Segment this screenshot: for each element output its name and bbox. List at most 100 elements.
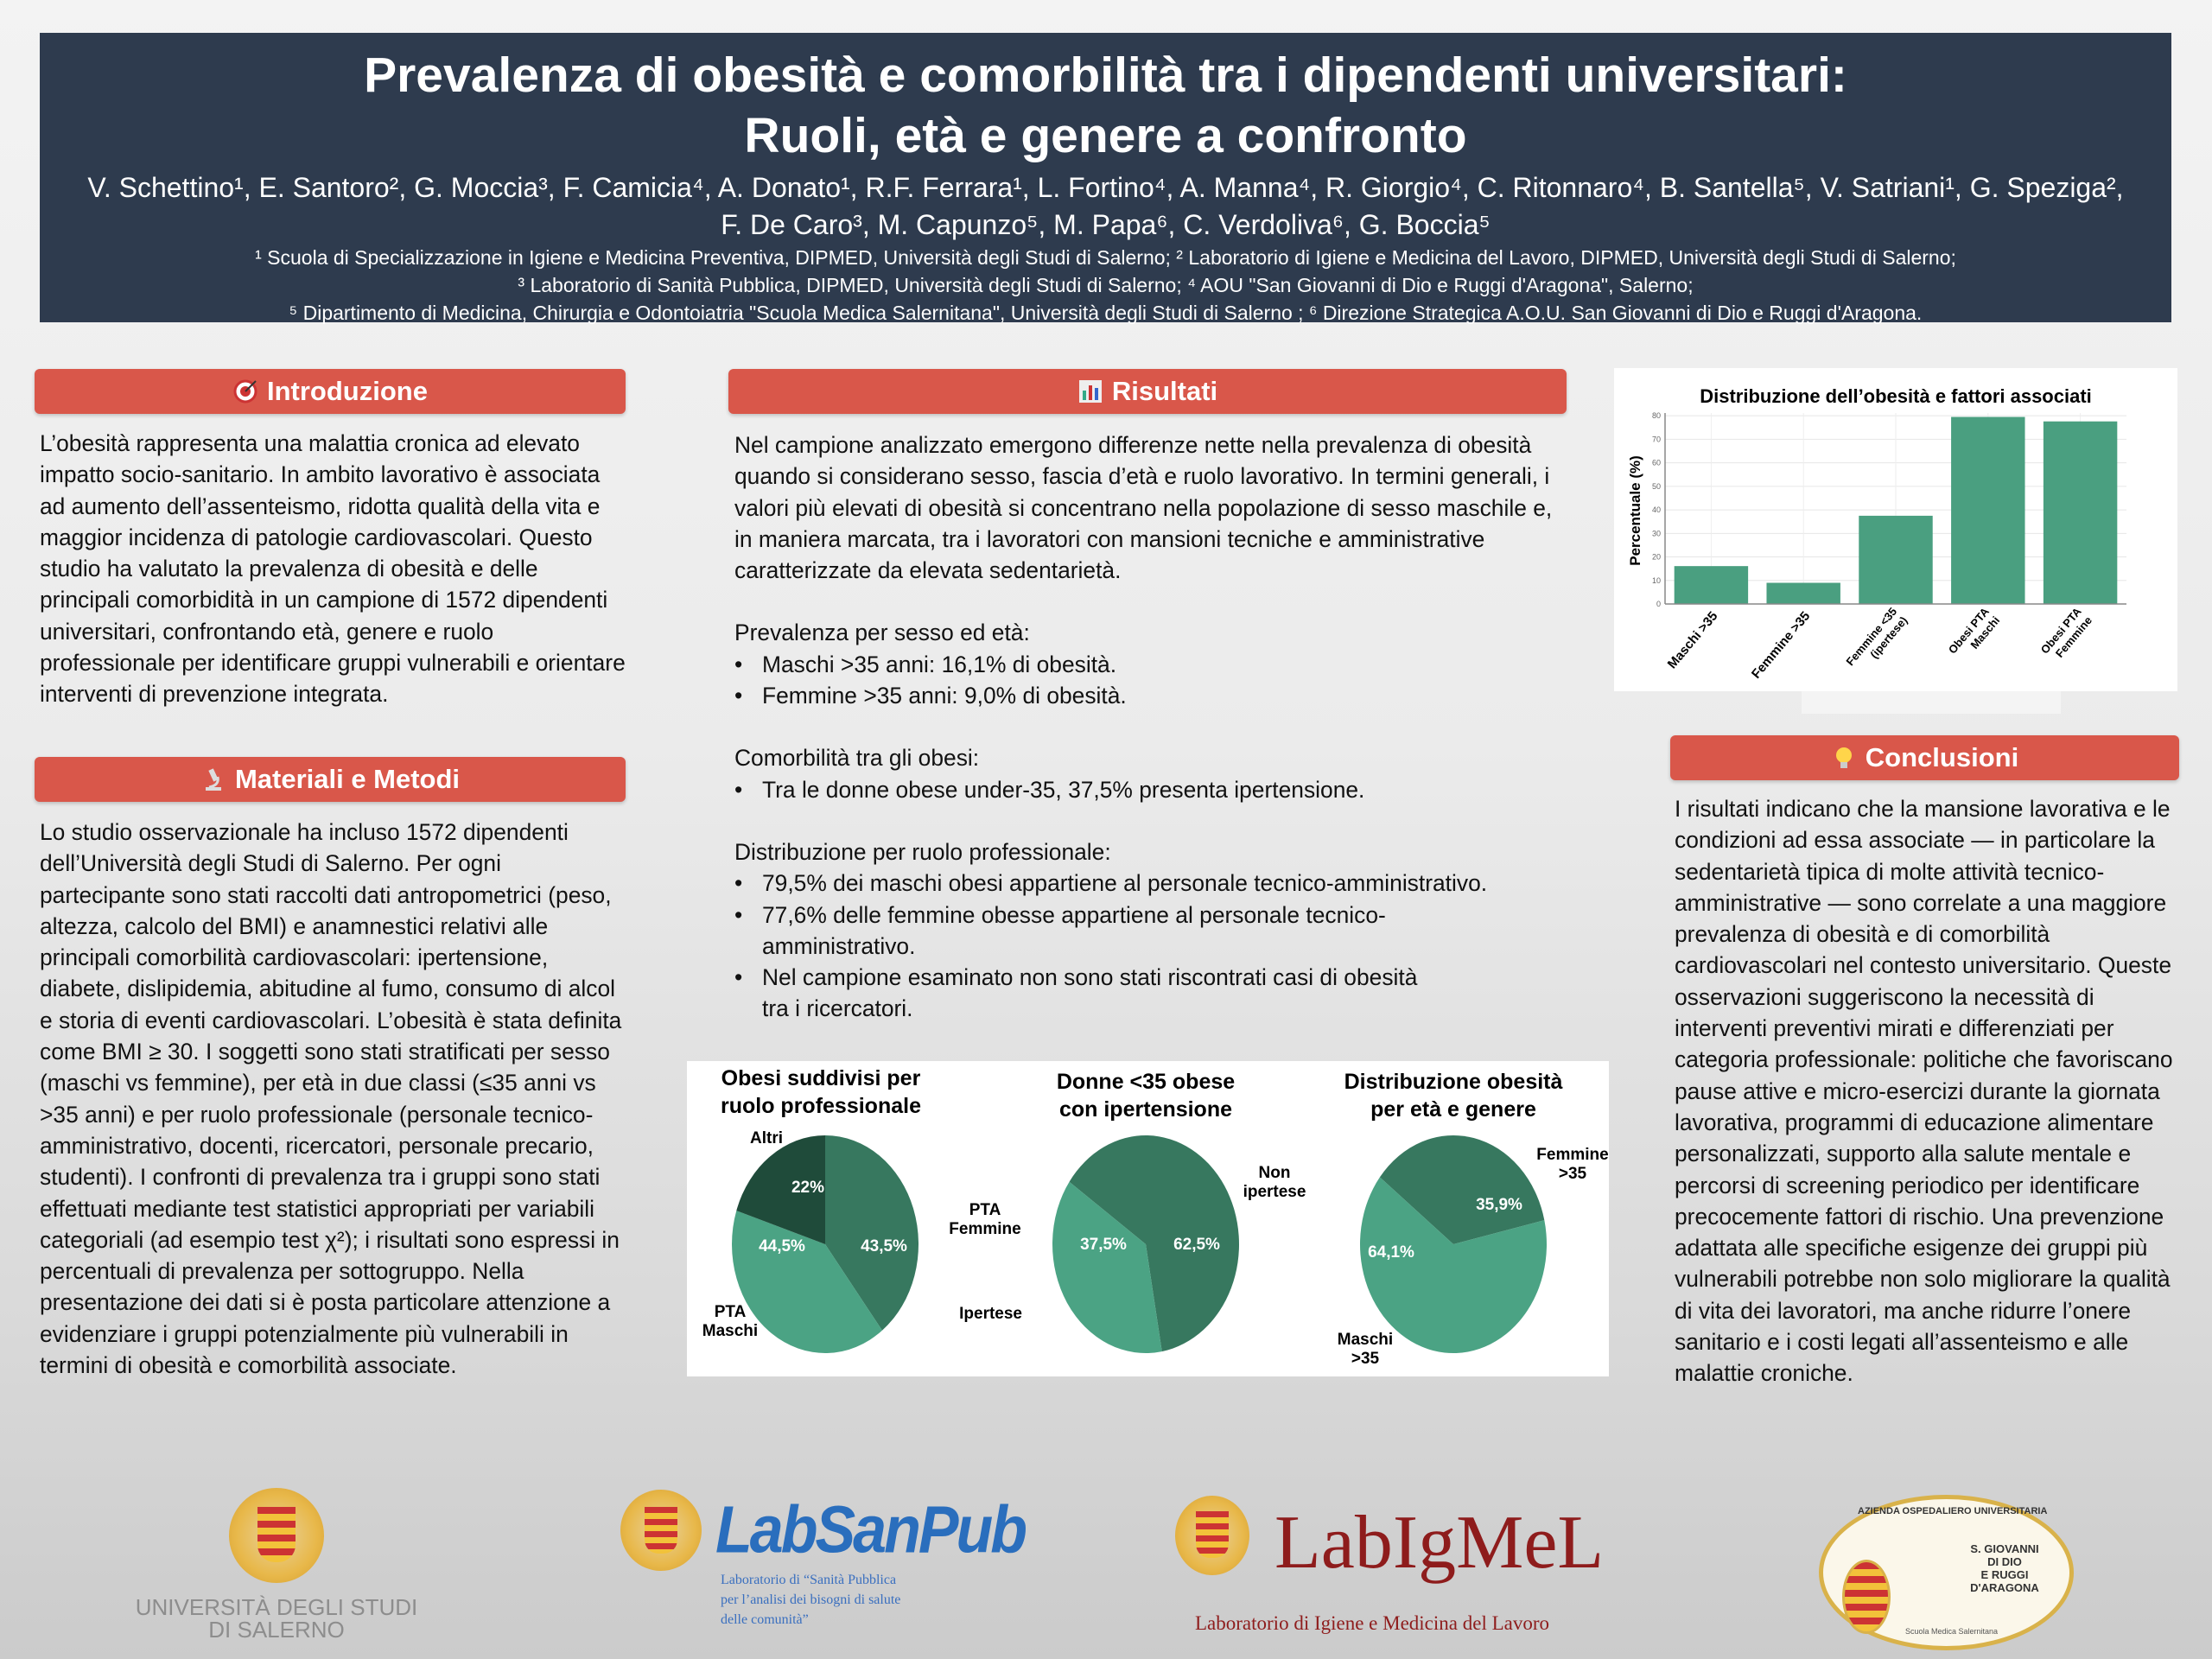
lightbulb-icon: [1835, 747, 1852, 768]
poster-title-line-1: Prevalenza di obesità e comorbilità tra …: [364, 48, 1847, 103]
unisa-line-1: UNIVERSITÀ DEGLI STUDI: [135, 1594, 418, 1620]
aou-logo: AZIENDA OSPEDALIERO UNIVERSITARIA S. GIO…: [1819, 1495, 2074, 1650]
pie-category-label: PTA Maschi: [702, 1303, 758, 1340]
pie-category-label: Altri: [750, 1129, 783, 1147]
x-tick-label: Maschi >35: [1665, 609, 1721, 672]
aou-ring-text: AZIENDA OSPEDALIERO UNIVERSITARIA: [1858, 1506, 2048, 1516]
y-tick-label: 60: [1652, 459, 1661, 467]
labsanpub-seal-logo: [620, 1490, 702, 1571]
y-tick-label: 50: [1652, 482, 1661, 491]
y-tick-label: 70: [1652, 435, 1661, 443]
y-tick-label: 20: [1652, 553, 1661, 562]
methods-section-header: Materiali e Metodi: [35, 757, 626, 802]
target-icon: [233, 379, 257, 404]
y-axis-label: Percentuale (%): [1627, 455, 1643, 566]
bar-chart-title: Distribuzione dell’obesità e fattori ass…: [1700, 385, 2092, 407]
intro-text: L’obesità rappresenta una malattia croni…: [40, 428, 627, 710]
results-list: Maschi >35 anni: 16,1% di obesità. Femmi…: [734, 649, 1555, 712]
bar: [1859, 515, 1933, 604]
labsanpub-desc-line: delle comunità”: [721, 1612, 809, 1627]
y-tick-label: 40: [1652, 505, 1661, 514]
pie-category-label: Femmine >35: [1536, 1146, 1608, 1183]
authors-line-2: F. De Caro³, M. Capunzo⁵, M. Papa⁶, C. V…: [721, 209, 1491, 240]
x-tick-label: Obesi PTAMaschi: [1946, 605, 2003, 665]
conclusions-title: Conclusioni: [1865, 742, 2019, 772]
poster-title-line-2: Ruoli, età e genere a confronto: [744, 108, 1467, 163]
results-list: Tra le donne obese under-35, 37,5% prese…: [734, 774, 1555, 806]
results-list-item: Maschi >35 anni: 16,1% di obesità.: [734, 649, 1555, 681]
affiliation-line: ⁵ Dipartimento di Medicina, Chirurgia e …: [289, 302, 1923, 324]
pie-value-label: 44,5%: [759, 1237, 805, 1255]
unisa-line-2: DI SALERNO: [208, 1617, 345, 1643]
pie-value-label: 64,1%: [1368, 1243, 1414, 1262]
pie-slice: [732, 1211, 882, 1353]
pie-value-label: 62,5%: [1173, 1236, 1220, 1254]
results-section-header: Risultati: [728, 369, 1567, 414]
aou-seal: [1842, 1560, 1891, 1634]
bar: [1766, 582, 1840, 604]
pie-category-label: Ipertese: [959, 1305, 1022, 1323]
results-group-heading: Comorbilità tra gli obesi:: [734, 745, 980, 772]
poster-header: Prevalenza di obesità e comorbilità tra …: [40, 33, 2171, 324]
pie-title: Distribuzione obesità per età e genere: [1344, 1070, 1563, 1122]
authors-line-1: V. Schettino¹, E. Santoro², G. Moccia³, …: [87, 172, 2124, 203]
chart-shadow: [1802, 691, 2061, 714]
bar-chart-icon: [1078, 380, 1102, 403]
pie-charts: Obesi suddivisi per ruolo professionale 43…: [702, 1066, 1609, 1368]
results-title: Risultati: [1111, 376, 1218, 406]
aou-bottom-text: Scuola Medica Salernitana: [1905, 1627, 1999, 1636]
bar: [1674, 566, 1749, 604]
pie-category-label: Maschi >35: [1338, 1331, 1393, 1368]
results-text: Nel campione analizzato emergono differe…: [734, 429, 1555, 1025]
y-tick-label: 30: [1652, 529, 1661, 537]
pie-slice: [825, 1135, 918, 1331]
pie-category-label: PTA Femmine: [949, 1201, 1020, 1238]
labsanpub-logo-desc: Laboratorio di “Sanità Pubblica per l’an…: [721, 1570, 900, 1630]
conclusions-text: I risultati indicano che la mansione lav…: [1675, 793, 2176, 1389]
results-list: 79,5% dei maschi obesi appartiene al per…: [734, 868, 1487, 1025]
aou-name-line: E RUGGI: [1980, 1568, 2029, 1581]
methods-text: Lo studio osservazionale ha incluso 1572…: [40, 817, 627, 1381]
pie-category-label: Non ipertese: [1243, 1164, 1306, 1201]
aou-name-line: DI DIO: [1987, 1555, 2022, 1568]
pie-title: Obesi suddivisi per ruolo professionale: [721, 1066, 921, 1118]
bar-chart: 0 10 20 30 40 50 60 70 80 Maschi >35 Femmine >35 Fe…: [1627, 385, 2126, 682]
y-tick-label: 0: [1656, 600, 1661, 608]
labsanpub-desc-line: per l’analisi dei bisogni di salute: [721, 1592, 901, 1607]
methods-title: Materiali e Metodi: [234, 764, 461, 794]
pie-value-label: 22%: [791, 1179, 824, 1197]
x-tick-label: Obesi PTAFemmine: [2038, 605, 2095, 665]
results-list-item: 79,5% dei maschi obesi appartiene al per…: [734, 868, 1487, 899]
intro-title: Introduzione: [267, 376, 428, 406]
results-list-item: 77,6% delle femmine obesse appartiene al…: [734, 899, 1427, 963]
methods-paragraph: Lo studio osservazionale ha incluso 1572…: [40, 819, 622, 1379]
pie-charts-panel: Obesi suddivisi per ruolo professionale 43…: [687, 1061, 1609, 1376]
intro-paragraph: L’obesità rappresenta una malattia croni…: [40, 430, 626, 708]
results-group-heading: Distribuzione per ruolo professionale:: [734, 838, 1111, 865]
pie-slice: [736, 1135, 825, 1244]
affiliation-line: ¹ Scuola di Specializzazione in Igiene e…: [255, 246, 1956, 269]
pie-value-label: 37,5%: [1080, 1236, 1127, 1254]
unisa-logo-text: UNIVERSITÀ DEGLI STUDI DI SALERNO: [130, 1596, 423, 1641]
y-tick-label: 10: [1652, 576, 1661, 585]
bar: [2043, 421, 2118, 604]
x-tick-label: Femmine >35: [1749, 609, 1813, 682]
labsanpub-logo-name: LabSanPub: [715, 1492, 1027, 1567]
aou-name-line: S. GIOVANNI: [1970, 1542, 2039, 1555]
pie-slice: [1379, 1135, 1545, 1244]
pie-title: Donne <35 obese con ipertensione: [1057, 1070, 1235, 1122]
pie-value-label: 43,5%: [861, 1237, 907, 1255]
pie-slice: [1069, 1135, 1239, 1352]
bar: [1951, 416, 2025, 604]
labsanpub-desc-line: Laboratorio di “Sanità Pubblica: [721, 1573, 897, 1587]
pie-slice: [1360, 1177, 1547, 1353]
bar-chart-panel: 0 10 20 30 40 50 60 70 80 Maschi >35 Femmine >35 Fe…: [1614, 368, 2177, 691]
conclusions-section-header: Conclusioni: [1670, 735, 2179, 780]
results-group-heading: Prevalenza per sesso ed età:: [734, 620, 1030, 646]
x-tick-label: Femmine <35(ipertese): [1843, 605, 1910, 677]
pie-slice: [1052, 1181, 1162, 1353]
aou-name: S. GIOVANNI DI DIO E RUGGI D'ARAGONA: [1961, 1542, 2048, 1594]
unisa-seal-logo: [229, 1488, 324, 1583]
results-list-item: Nel campione esaminato non sono stati ri…: [734, 962, 1427, 1025]
labigmel-seal-logo: [1175, 1496, 1249, 1575]
